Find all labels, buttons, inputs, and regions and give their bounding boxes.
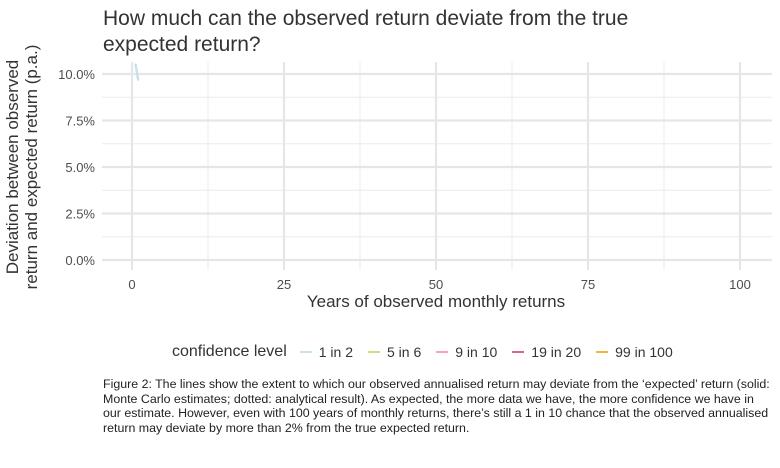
legend-key — [595, 345, 609, 359]
y-tick-label: 5.0% — [65, 160, 95, 175]
legend-title: confidence level — [172, 343, 287, 360]
legend-item: 19 in 20 — [511, 344, 581, 360]
series-lines — [134, 63, 140, 81]
x-tick-label: 100 — [729, 277, 751, 292]
series-line — [134, 63, 140, 81]
y-tick-label: 2.5% — [65, 207, 95, 222]
legend-label: 9 in 10 — [455, 344, 498, 360]
legend-label: 99 in 100 — [615, 344, 673, 360]
x-tick-label: 75 — [581, 277, 595, 292]
legend-key — [299, 345, 313, 359]
legend-item: 1 in 2 — [299, 344, 353, 360]
legend-item: 9 in 10 — [435, 344, 497, 360]
y-tick-label: 0.0% — [65, 253, 95, 268]
figure-caption: Figure 2: The lines show the extent to w… — [103, 377, 770, 435]
legend-key — [435, 345, 449, 359]
legend-label: 1 in 2 — [318, 344, 353, 360]
legend-key — [511, 345, 525, 359]
legend-item: 99 in 100 — [595, 344, 673, 360]
legend-items: 1 in 2 5 in 6 9 in 10 19 in 20 99 in 100 — [299, 344, 687, 360]
x-axis-label: Years of observed monthly returns — [306, 292, 566, 311]
chart-title: How much can the observed return deviate… — [103, 7, 629, 56]
legend-label: 19 in 20 — [531, 344, 582, 360]
x-tick-label: 50 — [429, 277, 443, 292]
legend-item: 5 in 6 — [367, 344, 421, 360]
legend: confidence level 1 in 2 5 in 6 9 in 10 19 i… — [172, 343, 687, 361]
major-gridlines — [102, 62, 772, 270]
y-tick-label: 7.5% — [65, 114, 95, 129]
x-tick-label: 25 — [277, 277, 291, 292]
y-tick-labels: 0.0% 2.5% 5.0% 7.5% 10.0% — [58, 67, 95, 268]
x-tick-label: 0 — [128, 277, 135, 292]
x-tick-labels: 0 25 50 75 100 — [128, 277, 750, 292]
legend-key — [367, 345, 381, 359]
y-tick-label: 10.0% — [58, 67, 95, 82]
legend-label: 5 in 6 — [387, 344, 422, 360]
